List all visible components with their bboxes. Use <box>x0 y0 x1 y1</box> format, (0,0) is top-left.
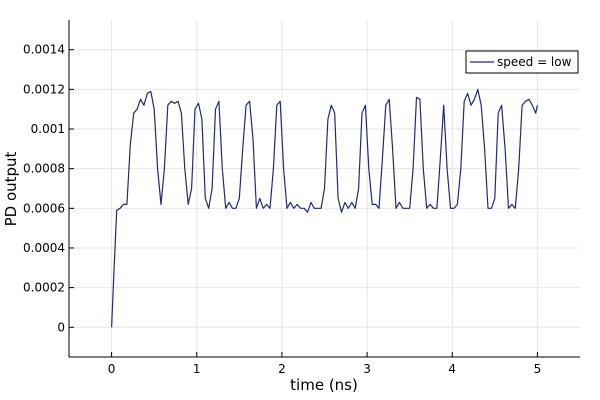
y-tick-label: 0.0004 <box>23 241 65 255</box>
y-tick-label: 0.0014 <box>23 43 65 57</box>
series-line-speed-low <box>111 88 538 328</box>
legend: speed = low <box>465 50 579 74</box>
y-tick-label: 0.0006 <box>23 201 65 215</box>
x-tick-label: 2 <box>278 362 286 376</box>
y-tick-label: 0.0002 <box>23 281 65 295</box>
axes <box>68 20 580 358</box>
y-tick-label: 0 <box>57 320 65 334</box>
y-tick-label: 0.0008 <box>23 162 65 176</box>
x-tick-label: 0 <box>108 362 116 376</box>
x-axis-title: time (ns) <box>290 376 358 394</box>
y-axis-title: PD output <box>2 151 20 226</box>
x-tick-label: 1 <box>193 362 201 376</box>
y-ticks: 0 0.0002 0.0004 0.0006 0.0008 0.001 0.0012 0.00… <box>23 43 74 334</box>
y-tick-label: 0.0012 <box>23 82 65 96</box>
x-tick-label: 5 <box>534 362 542 376</box>
legend-label-speed-low: speed = low <box>497 55 572 69</box>
x-tick-label: 3 <box>363 362 371 376</box>
grid-lines <box>69 20 580 357</box>
x-tick-label: 4 <box>448 362 456 376</box>
y-tick-label: 0.001 <box>31 122 65 136</box>
series-layer <box>111 88 538 328</box>
x-ticks: 0 1 2 3 4 5 <box>108 352 541 376</box>
legend-box <box>465 50 579 74</box>
